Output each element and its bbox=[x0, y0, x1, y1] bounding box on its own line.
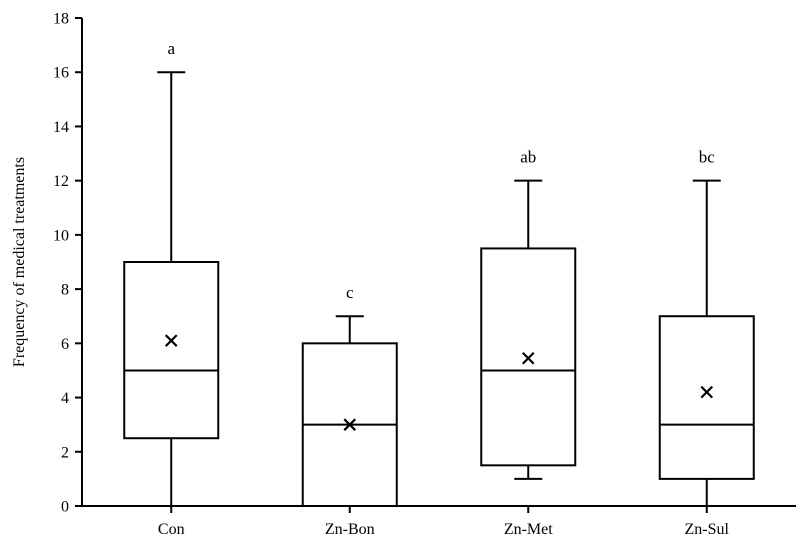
y-tick-label: 0 bbox=[61, 499, 69, 516]
mean-marker bbox=[343, 418, 357, 431]
significance-label: a bbox=[167, 39, 175, 58]
y-tick-label: 8 bbox=[61, 282, 69, 299]
mean-marker bbox=[164, 334, 178, 347]
x-tick-label: Zn-Bon bbox=[325, 521, 375, 538]
y-tick-label: 12 bbox=[53, 173, 69, 190]
y-tick-label: 18 bbox=[53, 11, 69, 28]
y-tick-label: 10 bbox=[53, 227, 69, 244]
mean-marker-stroke bbox=[521, 351, 535, 365]
box-group: c bbox=[301, 283, 398, 508]
iqr-box bbox=[123, 261, 220, 440]
box-group: ab bbox=[480, 148, 577, 480]
y-tick-label: 4 bbox=[61, 390, 69, 407]
y-tick-label: 6 bbox=[61, 336, 69, 353]
axes: 0 2 4 6 8 10 12 14 16 18 Con Zn-Bon Zn-Met Zn-Sul bbox=[53, 11, 796, 538]
y-tick-label: 16 bbox=[53, 65, 69, 82]
box-group: a bbox=[123, 39, 220, 507]
y-tick-label: 2 bbox=[61, 444, 69, 461]
mean-marker bbox=[521, 351, 535, 365]
significance-label: ab bbox=[520, 148, 536, 167]
x-tick-label: Zn-Met bbox=[504, 521, 553, 538]
y-tick-label: 14 bbox=[53, 119, 69, 136]
iqr-box bbox=[658, 315, 755, 480]
significance-label: c bbox=[346, 283, 354, 302]
mean-marker-stroke bbox=[164, 334, 178, 347]
significance-label: bc bbox=[699, 148, 716, 167]
y-axis-title: Frequency of medical treatments bbox=[11, 157, 28, 367]
x-tick-label: Con bbox=[158, 521, 185, 538]
x-tick-label: Zn-Sul bbox=[685, 521, 730, 538]
plot-area: a c ab bc bbox=[123, 39, 755, 508]
mean-marker-stroke bbox=[343, 418, 357, 431]
mean-marker-stroke bbox=[700, 385, 714, 399]
mean-marker bbox=[700, 385, 714, 399]
box-group: bc bbox=[658, 148, 755, 507]
